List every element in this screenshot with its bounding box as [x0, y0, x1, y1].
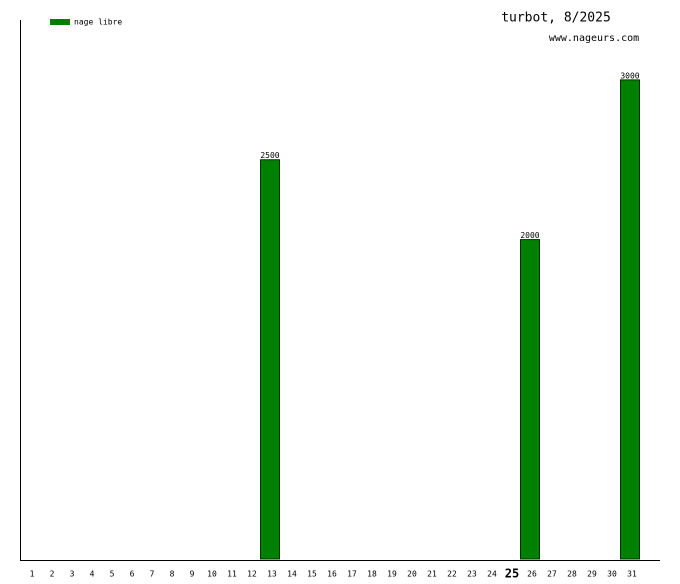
legend-label: nage libre — [74, 18, 122, 27]
value-label: 2500 — [260, 151, 279, 160]
x-tick-label: 2 — [50, 570, 55, 579]
x-tick-label: 20 — [407, 570, 417, 579]
x-tick-label: 7 — [150, 570, 155, 579]
x-tick-label: 29 — [587, 570, 597, 579]
x-tick-label: 25 — [505, 567, 519, 581]
x-tick-label: 11 — [227, 570, 237, 579]
x-tick-label: 31 — [627, 570, 637, 579]
chart-subtitle: www.nageurs.com — [549, 33, 639, 44]
x-tick-label: 15 — [307, 570, 317, 579]
x-tick-label: 27 — [547, 570, 557, 579]
x-tick-label: 16 — [327, 570, 337, 579]
value-label: 3000 — [620, 71, 639, 80]
x-tick-label: 22 — [447, 570, 457, 579]
x-tick-label: 14 — [287, 570, 297, 579]
x-tick-label: 12 — [247, 570, 257, 579]
x-tick-label: 4 — [90, 570, 95, 579]
legend-swatch — [50, 19, 70, 25]
x-tick-label: 17 — [347, 570, 357, 579]
x-tick-label: 9 — [190, 570, 195, 579]
x-tick-label: 30 — [607, 570, 617, 579]
x-tick-label: 24 — [487, 570, 497, 579]
bar — [620, 79, 640, 560]
x-tick-label: 13 — [267, 570, 277, 579]
value-label: 2000 — [520, 231, 539, 240]
x-tick-label: 19 — [387, 570, 397, 579]
x-tick-label: 23 — [467, 570, 477, 579]
x-tick-label: 10 — [207, 570, 217, 579]
x-tick-label: 3 — [70, 570, 75, 579]
x-tick-label: 21 — [427, 570, 437, 579]
bar — [260, 159, 280, 560]
x-tick-label: 1 — [30, 570, 35, 579]
bar — [520, 239, 540, 560]
x-tick-label: 5 — [110, 570, 115, 579]
x-tick-label: 18 — [367, 570, 377, 579]
x-tick-label: 6 — [130, 570, 135, 579]
x-tick-label: 8 — [170, 570, 175, 579]
chart-title: turbot, 8/2025 — [501, 11, 611, 26]
x-tick-label: 26 — [527, 570, 537, 579]
x-tick-label: 28 — [567, 570, 577, 579]
